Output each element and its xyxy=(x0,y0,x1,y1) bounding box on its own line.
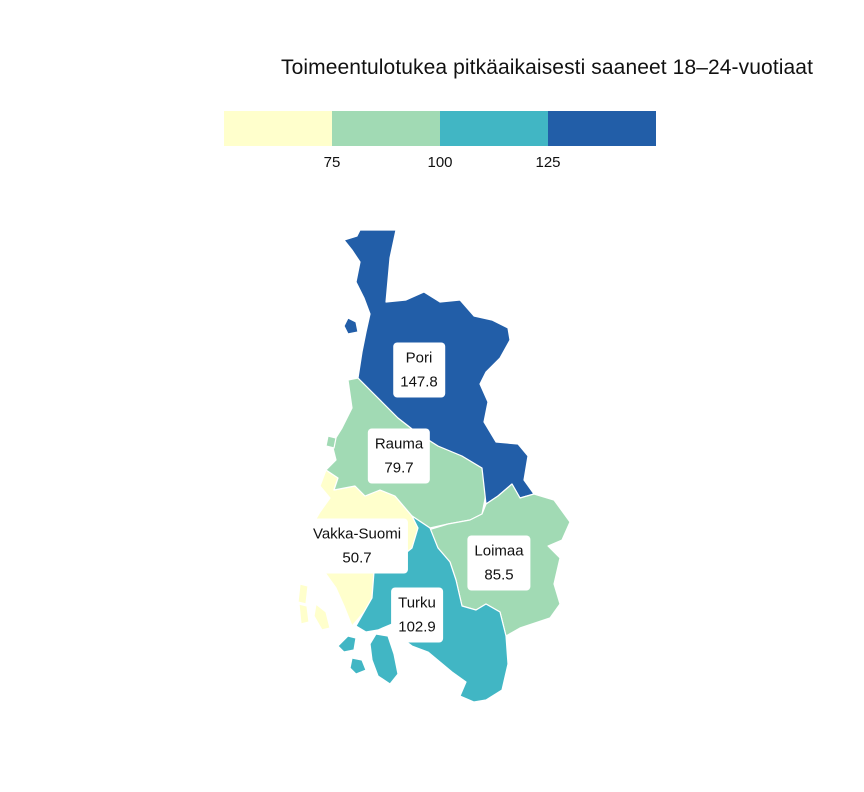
legend-bar xyxy=(224,111,656,146)
legend-tick-75: 75 xyxy=(323,154,341,171)
label-rauma-name: Rauma xyxy=(374,435,424,453)
label-turku: Turku 102.9 xyxy=(391,587,443,643)
label-turku-value: 102.9 xyxy=(398,618,436,636)
label-loimaa: Loimaa 85.5 xyxy=(467,535,531,591)
label-turku-name: Turku xyxy=(398,594,436,612)
legend-tick-125: 125 xyxy=(535,154,561,171)
label-pori-name: Pori xyxy=(405,349,433,367)
map-title: Toimeentulotukea pitkäaikaisesti saaneet… xyxy=(281,56,814,79)
label-vakka-suomi: Vakka-Suomi 50.7 xyxy=(305,518,409,574)
color-legend: 75 100 125 xyxy=(224,111,656,191)
label-loimaa-value: 85.5 xyxy=(484,566,514,584)
label-vakka-suomi-name: Vakka-Suomi xyxy=(312,525,402,543)
legend-swatch-1 xyxy=(224,111,332,146)
legend-swatch-3 xyxy=(440,111,548,146)
legend-tick-100: 100 xyxy=(427,154,453,171)
label-pori-value: 147.8 xyxy=(400,373,438,391)
label-vakka-suomi-value: 50.7 xyxy=(342,549,372,567)
label-rauma-value: 79.7 xyxy=(384,459,414,477)
label-pori: Pori 147.8 xyxy=(393,342,445,398)
label-loimaa-name: Loimaa xyxy=(474,542,524,560)
legend-swatch-4 xyxy=(548,111,656,146)
legend-swatch-2 xyxy=(332,111,440,146)
label-rauma: Rauma 79.7 xyxy=(367,428,431,484)
